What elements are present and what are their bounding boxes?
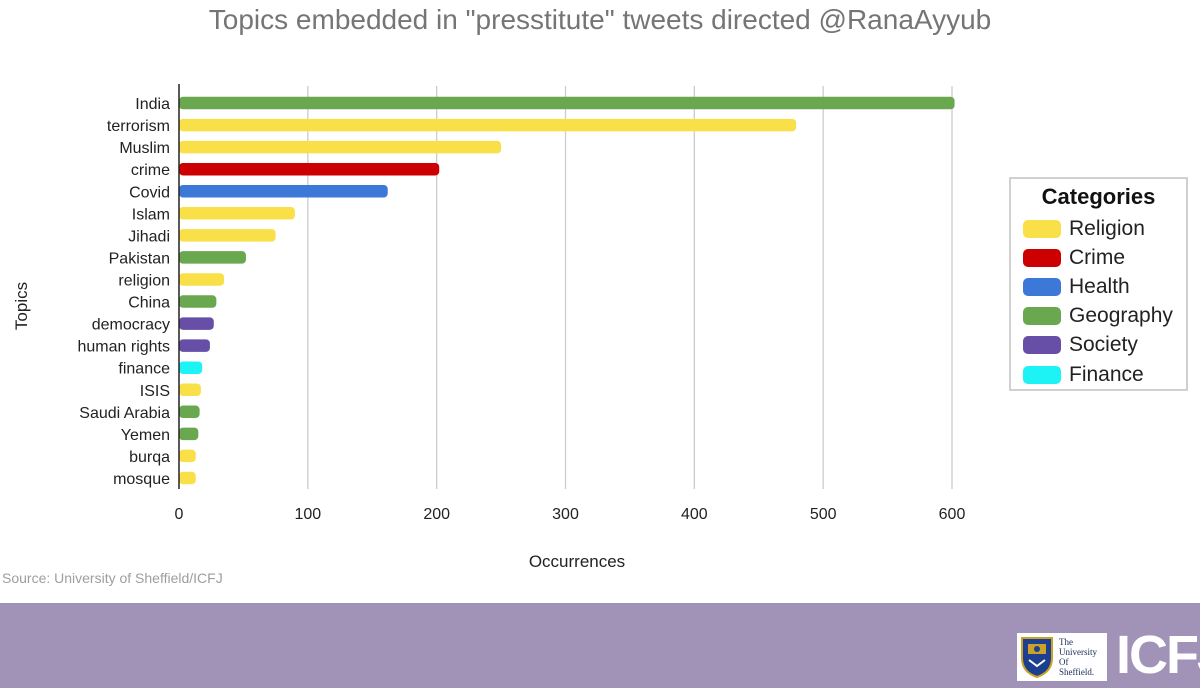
bar-terrorism <box>179 118 797 132</box>
x-tick-label: 200 <box>423 506 450 523</box>
legend-label: Crime <box>1069 245 1125 269</box>
bar-china <box>179 295 217 308</box>
legend-title: Categories <box>1041 184 1156 209</box>
legend-item-geography: Geography <box>1011 302 1186 331</box>
legend-label: Geography <box>1069 304 1173 328</box>
legend-label: Society <box>1069 333 1138 357</box>
category-label: China <box>128 295 170 312</box>
category-labels: India terrorism Muslim crime Covid Islam Jihad… <box>78 96 171 488</box>
bars <box>179 96 955 485</box>
legend-swatch <box>1023 248 1061 267</box>
category-label: crime <box>131 162 170 179</box>
x-tick-label: 500 <box>810 506 837 523</box>
legend-swatch <box>1023 336 1061 355</box>
legend-item-crime: Crime <box>1011 243 1186 272</box>
shield-icon <box>1021 637 1053 678</box>
legend-swatch <box>1023 277 1061 296</box>
category-label: Pakistan <box>109 250 170 267</box>
bar-mosque <box>179 471 196 485</box>
legend-swatch <box>1023 365 1061 384</box>
category-label: finance <box>118 361 170 378</box>
university-name: The University Of Sheffield. <box>1059 637 1097 677</box>
bar-religion <box>179 273 225 286</box>
y-axis-label: Topics <box>12 282 31 330</box>
legend-swatch <box>1023 219 1061 238</box>
footer-bar <box>0 603 1200 688</box>
bar-pakistan <box>179 251 246 264</box>
bar-covid <box>179 185 388 198</box>
bar-democracy <box>179 317 214 330</box>
category-label: ISIS <box>140 383 170 400</box>
bar-india <box>179 96 955 110</box>
category-label: terrorism <box>107 118 170 135</box>
category-label: Islam <box>132 206 170 223</box>
bar-yemen <box>179 427 199 441</box>
x-tick-label: 400 <box>681 506 708 523</box>
bar-isis <box>179 383 201 396</box>
bar-islam <box>179 207 295 220</box>
legend-label: Health <box>1069 274 1130 298</box>
x-tick-label: 300 <box>552 506 579 523</box>
legend-item-society: Society <box>1011 331 1186 360</box>
bar-burqa <box>179 449 196 463</box>
legend-label: Religion <box>1069 216 1145 240</box>
category-label: India <box>135 96 170 113</box>
category-label: mosque <box>113 471 170 488</box>
university-of-sheffield-logo: The University Of Sheffield. <box>1017 633 1107 681</box>
x-axis-label: Occurrences <box>529 552 625 571</box>
legend-item-health: Health <box>1011 272 1186 301</box>
category-label: human rights <box>78 339 171 356</box>
bar-finance <box>179 361 203 374</box>
category-label: democracy <box>92 317 170 334</box>
bar-jihadi <box>179 229 276 242</box>
bar-crime <box>179 162 440 176</box>
chart-title: Topics embedded in "presstitute" tweets … <box>208 4 992 35</box>
legend: Categories Religion Crime Health Geography S… <box>1009 177 1188 391</box>
x-tick-label: 0 <box>175 506 184 523</box>
category-label: burqa <box>129 449 170 466</box>
category-label: Saudi Arabia <box>79 405 170 422</box>
legend-label: Finance <box>1069 362 1144 386</box>
source-note: Source: University of Sheffield/ICFJ <box>2 570 223 586</box>
legend-item-religion: Religion <box>1011 214 1186 243</box>
bar-saudi-arabia <box>179 405 200 419</box>
x-tick-label: 100 <box>294 506 321 523</box>
x-tick-label: 600 <box>939 506 966 523</box>
category-label: Covid <box>129 184 170 201</box>
category-label: Muslim <box>119 140 170 157</box>
bar-muslim <box>179 140 502 154</box>
category-label: Yemen <box>121 427 170 444</box>
x-tick-labels: 0 100 200 300 400 500 600 <box>175 506 966 523</box>
bar-human-rights <box>179 339 210 352</box>
legend-item-finance: Finance <box>1011 360 1186 389</box>
bar-chart: India terrorism Muslim crime Covid Islam Jihad… <box>12 84 966 571</box>
legend-swatch <box>1023 307 1061 326</box>
icfj-logo: ICFJ <box>1116 625 1200 685</box>
category-label: Jihadi <box>128 228 170 245</box>
category-label: religion <box>118 272 170 289</box>
